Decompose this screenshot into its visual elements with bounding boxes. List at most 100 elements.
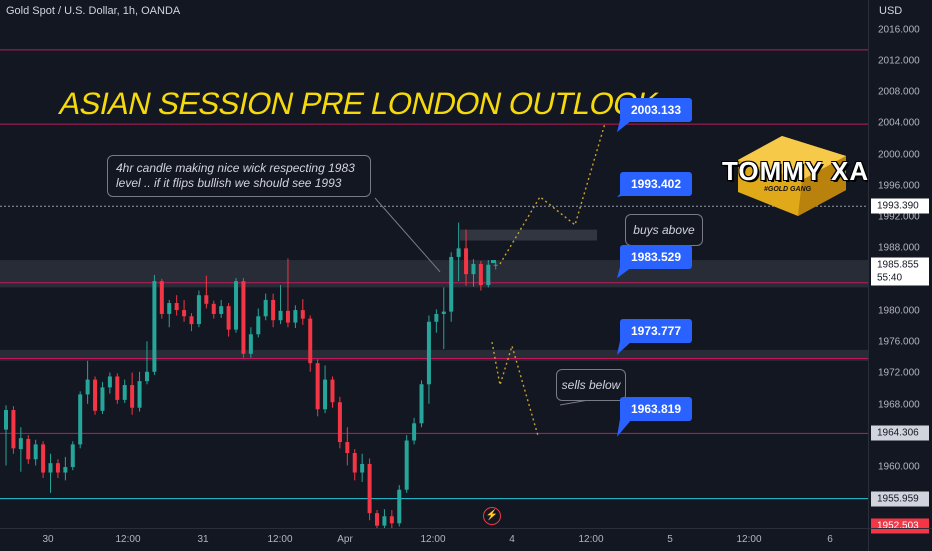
- candle-body: [26, 438, 31, 460]
- candle-body: [115, 376, 120, 400]
- level-badge-2003[interactable]: 2003.133: [620, 98, 692, 122]
- candle-body: [41, 444, 46, 473]
- price-label: 1964.306: [871, 425, 929, 441]
- level-badge-1993[interactable]: 1993.402: [620, 172, 692, 196]
- candle-body: [397, 489, 402, 524]
- time-axis[interactable]: 30 12:00 31 12:00 Apr 12:00 4 12:00 5 12:00 6: [0, 528, 868, 551]
- resistance-zone: [0, 260, 868, 288]
- badge-pointer: [617, 419, 632, 437]
- time-label: 31: [197, 534, 209, 545]
- price-tick: 1968.000: [878, 399, 920, 411]
- time-label: 12:00: [267, 534, 293, 545]
- price-tick: 1992.000: [878, 211, 920, 223]
- candle-body: [434, 313, 439, 322]
- price-tick: 2012.000: [878, 55, 920, 67]
- candle-body: [293, 310, 298, 323]
- candle-body: [130, 385, 135, 408]
- candle-body: [204, 295, 209, 304]
- candle-body: [18, 438, 23, 450]
- candle-body: [226, 306, 231, 330]
- candle-body: [189, 316, 194, 325]
- candle-body: [78, 394, 83, 445]
- candle-body: [159, 281, 164, 314]
- candle-body: [478, 263, 483, 286]
- candle-body: [486, 264, 491, 286]
- currency-label: USD: [879, 5, 903, 17]
- candle-body: [456, 248, 461, 257]
- candle-body: [182, 310, 187, 317]
- candle-body: [234, 281, 239, 330]
- sells-below-text: sells below: [561, 378, 621, 392]
- time-label: Apr: [337, 534, 353, 545]
- candle-body: [241, 281, 246, 354]
- price-tick: 1972.000: [878, 367, 920, 379]
- candle-body: [48, 463, 53, 473]
- buys-above-callout[interactable]: buys above: [625, 214, 703, 246]
- candle-body: [4, 410, 8, 430]
- price-label: 1993.390: [871, 198, 929, 214]
- price-label: 55:40: [871, 270, 929, 286]
- outlook-headline: ASIAN SESSION PRE LONDON OUTLOOK: [56, 86, 662, 121]
- candle-body: [404, 440, 409, 490]
- candle-body: [122, 385, 127, 400]
- candle-body: [426, 321, 431, 385]
- price-label: 1985.855: [871, 257, 929, 273]
- level-badge-1983[interactable]: 1983.529: [620, 245, 692, 269]
- price-label: 1955.959: [871, 491, 929, 507]
- candle-body: [93, 379, 98, 411]
- price-tick: 1980.000: [878, 305, 920, 317]
- logo-title: TOMMY XAU: [722, 156, 868, 186]
- candle-body: [493, 264, 498, 266]
- candle-body: [211, 303, 216, 314]
- candle-body: [70, 444, 75, 468]
- price-tick: 2000.000: [878, 149, 920, 161]
- candle-body: [263, 299, 268, 317]
- time-label: 12:00: [736, 534, 762, 545]
- candle-body: [107, 376, 112, 388]
- lightning-icon[interactable]: ⚡: [483, 507, 501, 525]
- badge-pointer: [617, 267, 632, 279]
- price-tick: 1960.000: [878, 461, 920, 473]
- price-tick: 1976.000: [878, 336, 920, 348]
- candle-body: [300, 310, 305, 319]
- note-pointer: [374, 197, 441, 273]
- candle-body: [419, 384, 424, 424]
- candle-body: [337, 402, 342, 443]
- axis-corner: [868, 528, 932, 551]
- candle-body: [278, 310, 283, 321]
- price-tick: 2008.000: [878, 86, 920, 98]
- level-badge-1963[interactable]: 1963.819: [620, 397, 692, 421]
- price-tick: 2016.000: [878, 24, 920, 36]
- gold-bar-icon: [738, 136, 846, 216]
- sells-below-callout[interactable]: sells below: [556, 369, 626, 401]
- note-callout[interactable]: 4hr candle making nice wick respecting 1…: [107, 155, 371, 197]
- candle-body: [137, 381, 142, 408]
- price-axis[interactable]: USD 2016.000 2012.000 2008.000 2004.000 2000…: [868, 0, 932, 534]
- note-text: 4hr candle making nice wick respecting 1…: [116, 161, 355, 190]
- candle-body: [352, 453, 357, 473]
- time-label: 12:00: [115, 534, 141, 545]
- price-tick: 1988.000: [878, 242, 920, 254]
- badge-pointer: [617, 120, 632, 133]
- bullish-projection-path: [499, 123, 606, 265]
- candle-body: [308, 318, 313, 364]
- level-badge-1973[interactable]: 1973.777: [620, 319, 692, 343]
- candle-body: [382, 516, 387, 526]
- badge-pointer: [617, 341, 632, 355]
- time-label: 12:00: [578, 534, 604, 545]
- candle-body: [85, 379, 90, 395]
- candle-body: [219, 306, 224, 314]
- candle-body: [33, 444, 38, 460]
- buys-above-text: buys above: [633, 223, 695, 237]
- candle-body: [330, 379, 335, 403]
- time-label: 5: [667, 534, 673, 545]
- candle-body: [11, 410, 16, 449]
- chart-area[interactable]: Gold Spot / U.S. Dollar, 1h, OANDA ASIAN…: [0, 0, 868, 528]
- price-chart[interactable]: [0, 0, 868, 528]
- candle-body: [271, 299, 276, 321]
- candle-body: [471, 263, 476, 275]
- candle-body: [412, 423, 417, 441]
- logo-tagline: #GOLD GANG: [764, 186, 812, 193]
- candle-body: [464, 248, 469, 275]
- candle-body: [256, 316, 261, 335]
